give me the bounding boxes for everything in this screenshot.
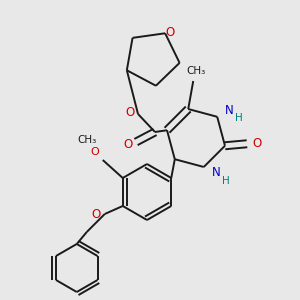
Text: N: N <box>225 104 234 117</box>
Text: O: O <box>90 147 99 157</box>
Text: O: O <box>123 137 133 151</box>
Text: H: H <box>235 113 243 123</box>
Text: O: O <box>252 137 262 150</box>
Text: O: O <box>125 106 135 118</box>
Text: CH₃: CH₃ <box>77 135 96 145</box>
Text: N: N <box>212 167 220 179</box>
Text: H: H <box>222 176 230 186</box>
Text: O: O <box>166 26 175 39</box>
Text: O: O <box>91 208 101 221</box>
Text: CH₃: CH₃ <box>187 66 206 76</box>
